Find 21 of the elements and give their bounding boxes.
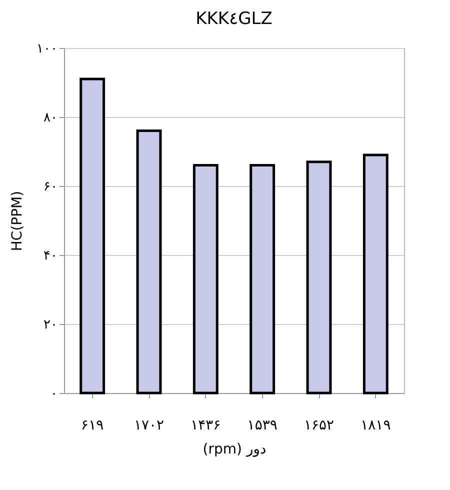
x-tick-label: ۱۶۵۲ bbox=[304, 418, 334, 434]
x-tick-label: ۱۵۳۹ bbox=[247, 418, 278, 434]
x-tick-label: ۱۷۰۲ bbox=[134, 418, 164, 434]
chart-title: KKK٤GLZ bbox=[196, 9, 272, 29]
y-tick-label: ۰ bbox=[50, 386, 58, 402]
y-tick-label: ۴۰ bbox=[44, 248, 58, 264]
y-tick-label: ۶۰ bbox=[44, 180, 58, 194]
x-tick-label: ۱۸۱۹ bbox=[360, 418, 391, 434]
x-tick-label: ۶۱۹ bbox=[81, 418, 104, 434]
bar bbox=[250, 164, 276, 394]
bar bbox=[192, 164, 218, 394]
x-tick-label: ۱۴۳۶ bbox=[190, 418, 221, 434]
bar bbox=[80, 78, 106, 394]
bar bbox=[306, 160, 332, 394]
bar bbox=[136, 130, 162, 394]
bar bbox=[362, 154, 388, 394]
x-axis-title: (rpm) دور bbox=[202, 442, 266, 458]
y-tick-label: ۱۰۰ bbox=[36, 42, 58, 56]
y-tick-label: ۲۰ bbox=[44, 318, 58, 332]
y-axis-title: HC(PPM) bbox=[10, 190, 26, 252]
y-tick-label: ۸۰ bbox=[44, 110, 58, 126]
